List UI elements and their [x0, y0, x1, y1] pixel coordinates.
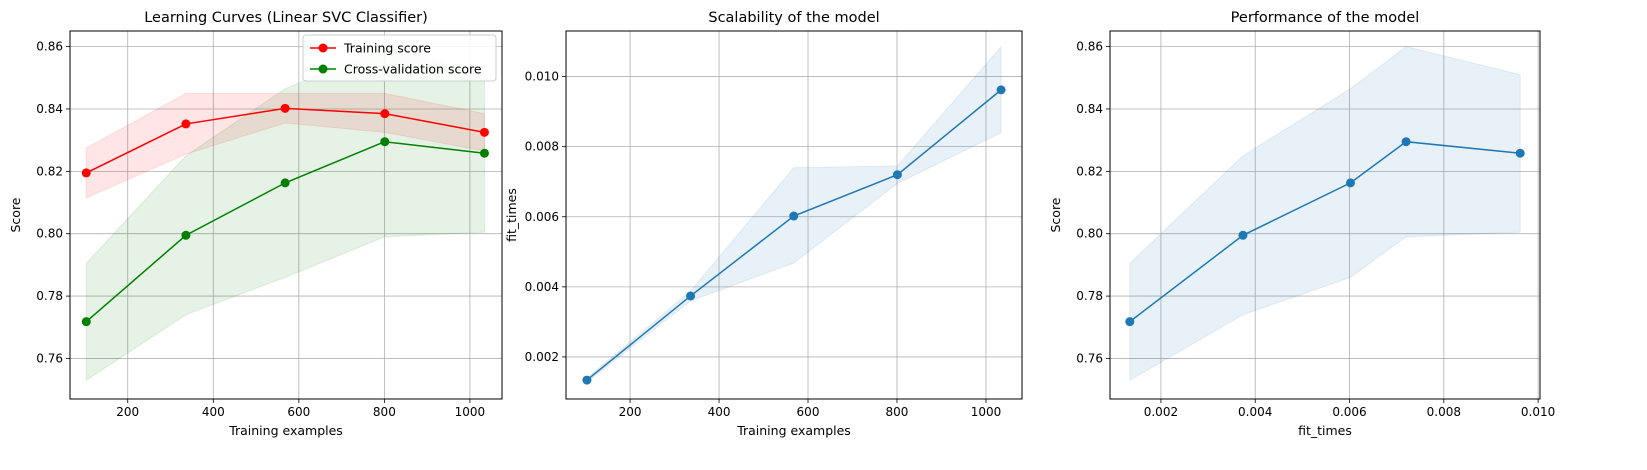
chart-title: Learning Curves (Linear SVC Classifier) — [144, 10, 428, 26]
y-tick-label: 0.008 — [525, 140, 559, 154]
y-tick-label: 0.82 — [36, 164, 63, 178]
y-axis-label: fit_times — [504, 188, 519, 242]
y-tick-label: 0.84 — [36, 102, 63, 116]
x-tick-label: 400 — [202, 405, 225, 419]
axes-frame — [69, 30, 503, 400]
x-tick-label: 800 — [886, 405, 909, 419]
data-point — [892, 170, 902, 180]
legend-box — [302, 34, 497, 82]
legend: Training score Cross-validation score — [302, 34, 497, 82]
x-tick-label: 0.006 — [1332, 405, 1366, 419]
y-tick-label: 0.76 — [36, 351, 63, 365]
y-axis-label: Score — [8, 197, 23, 232]
chart-panel-2: 200 400 600 800 1000 0.002 0.004 0.006 0.008 0.01… — [504, 10, 1023, 438]
x-tick-label: 1000 — [971, 405, 1002, 419]
x-tick-label: 1000 — [455, 405, 486, 419]
x-tick-label: 0.008 — [1427, 405, 1461, 419]
y-tick-label: 0.80 — [1076, 227, 1103, 241]
x-tick-label: 800 — [373, 405, 396, 419]
y-tick-label: 0.010 — [525, 70, 559, 84]
data-point — [582, 375, 592, 385]
chart-title: Scalability of the model — [708, 10, 879, 26]
axes-frame — [1109, 30, 1541, 400]
y-tick-label: 0.76 — [1076, 351, 1103, 365]
legend-label: Cross-validation score — [344, 62, 482, 77]
data-point — [380, 137, 390, 147]
data-point — [380, 109, 390, 119]
confidence-band — [1129, 46, 1521, 382]
data-point — [1515, 148, 1525, 158]
x-tick-label: 600 — [287, 405, 310, 419]
confidence-band — [85, 46, 485, 382]
data-point — [81, 168, 91, 178]
x-tick-label: 400 — [708, 405, 731, 419]
x-tick-label: 600 — [797, 405, 820, 419]
data-point — [280, 178, 290, 188]
x-tick-label: 0.010 — [1521, 405, 1555, 419]
data-point — [686, 291, 696, 301]
x-tick-label: 0.002 — [1144, 405, 1178, 419]
y-tick-label: 0.004 — [525, 280, 559, 294]
data-point — [996, 85, 1006, 95]
legend-swatch-marker — [318, 64, 328, 74]
y-tick-label: 0.006 — [525, 210, 559, 224]
data-point — [1238, 230, 1248, 240]
axes-frame — [565, 30, 1023, 400]
data-point — [81, 317, 91, 327]
y-tick-label: 0.78 — [36, 289, 63, 303]
data-point — [789, 211, 799, 221]
y-tick-label: 0.78 — [1076, 289, 1103, 303]
chart-panel-3: 0.002 0.004 0.006 0.008 0.010 0.76 0.78 0.80 0.8… — [1048, 10, 1555, 438]
y-tick-label: 0.84 — [1076, 102, 1103, 116]
legend-label: Training score — [343, 41, 431, 56]
x-axis-label: Training examples — [736, 423, 851, 438]
y-tick-label: 0.82 — [1076, 164, 1103, 178]
data-point — [1401, 137, 1411, 147]
legend-swatch-marker — [318, 43, 328, 53]
y-tick-label: 0.86 — [1076, 40, 1103, 54]
data-point — [479, 127, 489, 137]
x-tick-label: 200 — [116, 405, 139, 419]
y-tick-label: 0.86 — [36, 40, 63, 54]
y-tick-label: 0.80 — [36, 227, 63, 241]
chart-title: Performance of the model — [1231, 10, 1420, 26]
data-point — [181, 119, 191, 129]
data-point — [1345, 178, 1355, 188]
x-tick-label: 0.004 — [1238, 405, 1272, 419]
y-axis-label: Score — [1048, 197, 1063, 232]
x-tick-label: 200 — [619, 405, 642, 419]
x-axis-label: Training examples — [228, 423, 343, 438]
y-tick-label: 0.002 — [525, 350, 559, 364]
chart-panel-1: 200 400 600 800 1000 0.76 0.78 0.80 0.82 0.84 0.86… — [8, 10, 503, 438]
data-point — [479, 148, 489, 158]
x-axis-label: fit_times — [1298, 423, 1352, 438]
data-point — [1125, 317, 1135, 327]
data-point — [181, 230, 191, 240]
data-point — [280, 103, 290, 113]
